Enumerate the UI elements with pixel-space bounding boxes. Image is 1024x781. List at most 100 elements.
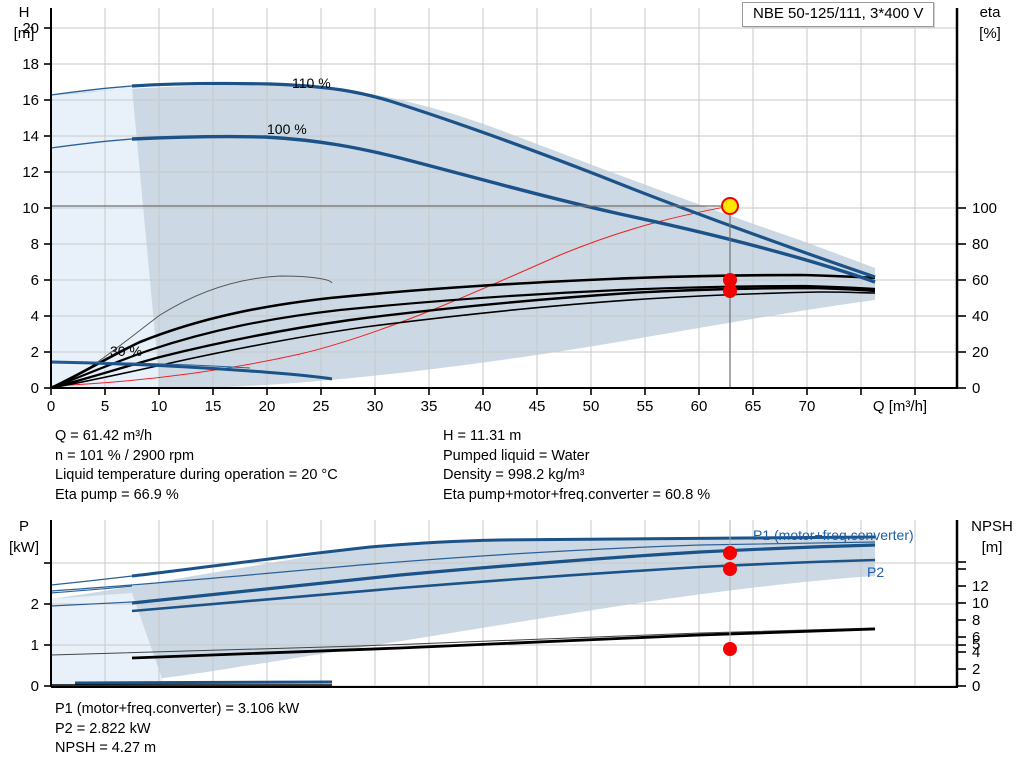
head-eta-chart: 0 2 4 6 8 10 12 14 16 18 20 [14,4,1002,415]
system-curve [51,205,731,387]
head-y-ticks [44,27,51,389]
info-pumped-liquid: Pumped liquid = Water [443,447,590,464]
svg-text:60: 60 [972,272,989,289]
info-left-column: Q = 61.42 m³/h n = 101 % / 2900 rpm Liqu… [55,427,338,505]
eta-axis-unit: [%] [979,25,1001,42]
svg-text:0: 0 [31,380,39,397]
svg-text:55: 55 [637,398,654,415]
p2-marker[interactable] [723,562,737,576]
svg-text:4: 4 [972,644,980,661]
head-curve-30 [51,360,333,381]
svg-text:50: 50 [583,398,600,415]
svg-text:5: 5 [101,398,109,415]
power-y2-tick-labels: 0 2 4 5 6 8 10 12 [972,578,989,695]
info-h: H = 11.31 m [443,428,522,444]
svg-text:0: 0 [972,380,980,397]
svg-text:40: 40 [972,308,989,325]
eta-total-curve-alt [51,291,876,388]
svg-text:70: 70 [799,398,816,415]
head-y-axis-name: H [19,4,30,21]
svg-text:45: 45 [529,398,546,415]
head-y2-ticks [957,207,966,389]
power-y-axis-unit: [kW] [9,539,39,556]
power-p1-100-thin-top [51,541,876,592]
head-envelope-fill [51,84,875,388]
power-y2-ticks [957,561,966,687]
svg-text:10: 10 [151,398,168,415]
svg-text:100: 100 [972,200,997,217]
power-p1-110-curve [131,535,876,578]
legend-p2: P2 [867,564,884,580]
head-curve-100-thin [51,138,133,149]
svg-text:20: 20 [22,20,39,37]
eta-pump-marker[interactable] [723,273,737,287]
power-y-axis-name: P [19,518,29,535]
power-y-tick-labels: 0 1 2 [31,596,39,695]
svg-text:15: 15 [205,398,222,415]
svg-text:0: 0 [31,678,39,695]
head-grid-horizontal [51,27,958,388]
pump-title-label: NBE 50-125/111, 3*400 V [753,5,924,22]
curve-label-100: 100 % [267,121,307,137]
info-density: Density = 998.2 kg/m³ [443,467,585,483]
head-y-tick-labels: 0 2 4 6 8 10 12 14 16 18 20 [22,20,39,397]
head-curve-30-thin [51,361,251,369]
head-curve-100 [131,134,876,284]
info-p1: P1 (motor+freq.converter) = 3.106 kW [55,701,300,717]
p1-marker[interactable] [723,546,737,560]
power-y-ticks [44,562,51,687]
head-x-tick-labels: 0 5 10 15 20 25 30 35 40 45 50 55 60 65 … [47,398,816,415]
info-liquid-temperature: Liquid temperature during operation = 20… [55,467,338,483]
svg-text:4: 4 [31,308,39,325]
info-eta-pump: Eta pump = 66.9 % [55,486,179,503]
pump-title-box: NBE 50-125/111, 3*400 V [742,2,935,27]
power-baseline-curve [74,680,333,685]
power-p2-curve [131,558,876,613]
svg-text:0: 0 [972,678,980,695]
info-bottom-column: P1 (motor+freq.converter) = 3.106 kW P2 … [55,700,299,759]
eta-pump-curve [51,273,876,388]
svg-text:80: 80 [972,236,989,253]
svg-text:30: 30 [367,398,384,415]
curve-label-110: 110 % [292,75,331,91]
svg-text:2: 2 [31,344,39,361]
svg-text:20: 20 [972,344,989,361]
head-x-axis-label: Q [m³/h] [873,398,927,415]
svg-text:65: 65 [745,398,762,415]
power-envelope-light-wedge [51,593,165,687]
svg-text:14: 14 [22,128,39,145]
svg-text:10: 10 [972,595,989,612]
npsh-marker[interactable] [723,642,737,656]
head-curve-110 [131,81,876,279]
head-y-axis-unit: [m] [14,25,35,42]
svg-text:40: 40 [475,398,492,415]
svg-text:18: 18 [22,56,39,73]
svg-text:8: 8 [31,236,39,253]
eta-axis-name: eta [980,4,1002,21]
power-p2-thin [51,601,133,607]
svg-text:16: 16 [22,92,39,109]
svg-text:1: 1 [31,637,39,654]
info-eta-total: Eta pump+motor+freq.converter = 60.8 % [443,486,711,503]
svg-text:8: 8 [972,612,980,629]
info-npsh: NPSH = 4.27 m [55,740,157,756]
info-p2: P2 = 2.822 kW [55,720,151,737]
svg-text:12: 12 [22,164,39,181]
operating-point-marker[interactable] [721,197,739,215]
svg-text:6: 6 [972,629,980,646]
npsh-axis-name: NPSH [971,518,1013,535]
svg-text:2: 2 [31,596,39,613]
power-npsh-chart: 0 1 2 0 2 4 5 6 8 10 12 P [9,518,1013,695]
info-q: Q = 61.42 m³/h [55,428,153,444]
eta-total-marker[interactable] [723,284,737,298]
eta-pump-curve-alt [51,284,876,388]
head-x-ticks [50,388,916,395]
svg-text:60: 60 [691,398,708,415]
info-n: n = 101 % / 2900 rpm [55,447,195,464]
power-p1-100-thin [51,585,133,594]
svg-text:12: 12 [972,578,989,595]
svg-text:20: 20 [259,398,276,415]
svg-text:2: 2 [972,661,980,678]
power-p1-110-thin [51,575,133,586]
npsh-axis-unit: [m] [982,539,1003,556]
